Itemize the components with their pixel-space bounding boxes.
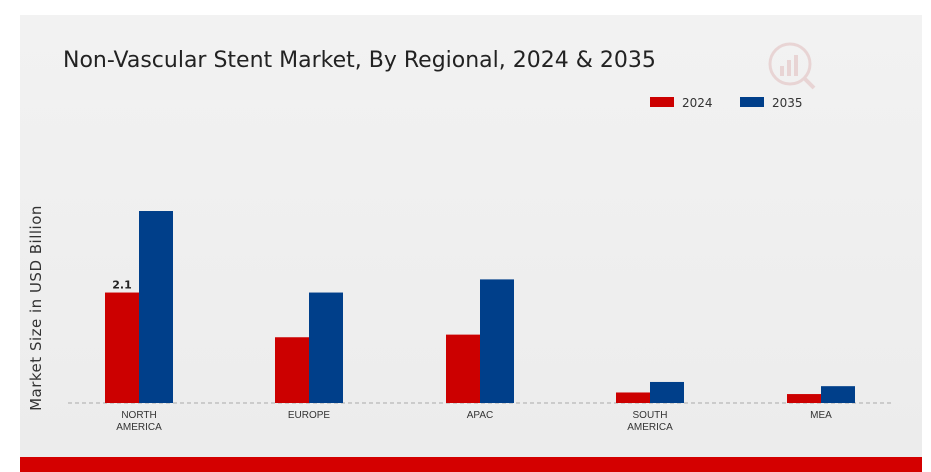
x-tick-label: EUROPE	[288, 410, 331, 421]
bar-2024-1	[275, 337, 309, 403]
x-tick-label: NORTH AMERICA	[116, 410, 162, 433]
x-tick-label: MEA	[810, 410, 832, 421]
footer-accent-bar	[20, 457, 922, 472]
brand-logo-icon	[768, 42, 816, 90]
data-label: 2.1	[112, 279, 132, 292]
data-labels: 2.1	[112, 279, 132, 292]
bar-2024-3	[616, 392, 650, 403]
legend-swatch-2035	[740, 97, 764, 107]
bar-2024-0	[105, 292, 139, 403]
x-tick-label: APAC	[467, 410, 494, 421]
x-axis-ticks: NORTH AMERICA EUROPE APAC SOUTH AMERICA MEA	[116, 410, 832, 433]
legend-swatch-2024	[650, 97, 674, 107]
legend-label-2024: 2024	[682, 96, 713, 110]
bar-2024-2	[446, 334, 480, 403]
bar-2035-4	[821, 386, 855, 403]
bar-2024-4	[787, 394, 821, 403]
bar-2035-3	[650, 381, 684, 403]
bars-group	[105, 211, 855, 403]
legend-label-2035: 2035	[772, 96, 803, 110]
y-axis-label: Market Size in USD Billion	[27, 205, 45, 411]
bar-2035-1	[309, 292, 343, 403]
legend: 2024 2035	[650, 96, 803, 110]
x-tick-label: SOUTH AMERICA	[627, 410, 673, 433]
chart-title: Non-Vascular Stent Market, By Regional, …	[63, 48, 656, 73]
bar-2035-0	[139, 211, 173, 403]
bar-2035-2	[480, 279, 514, 403]
